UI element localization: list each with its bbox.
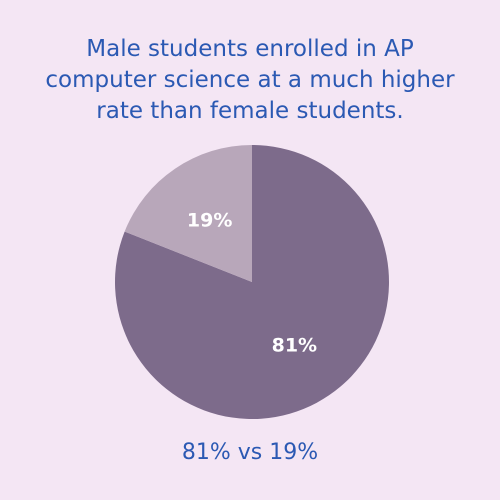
pie-slice-1 bbox=[124, 145, 252, 282]
pie-slice-label-1: 19% bbox=[187, 210, 232, 232]
chart-caption: 81% vs 19% bbox=[181, 440, 319, 465]
title-line-1: Male students enrolled in AP bbox=[86, 36, 414, 62]
chart-title: Male students enrolled in AP computer sc… bbox=[20, 34, 480, 127]
pie-slice-0 bbox=[115, 145, 389, 420]
title-line-3: rate than female students. bbox=[96, 98, 404, 124]
title-line-2: computer science at a much higher bbox=[45, 67, 455, 93]
pie-slice-label-0: 81% bbox=[272, 334, 317, 356]
